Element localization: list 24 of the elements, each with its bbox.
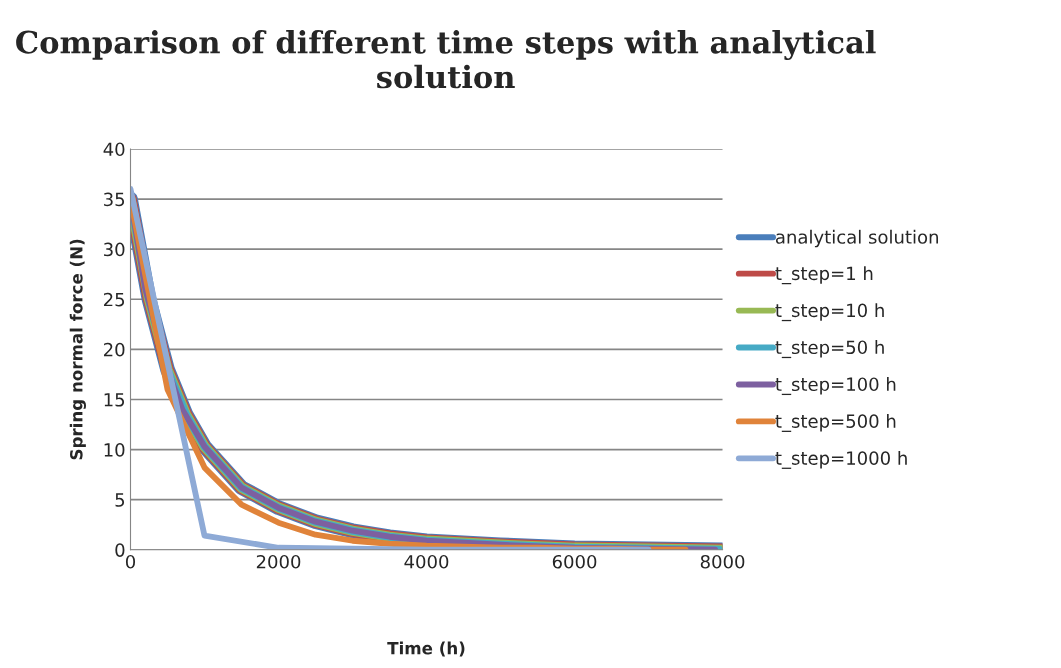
- y-tick-label: 15: [104, 393, 125, 407]
- legend-label: analytical solution: [775, 229, 938, 248]
- legend-label: t_step=1000 h: [775, 450, 907, 469]
- legend-label: t_step=50 h: [775, 340, 884, 359]
- y-tick-label: 5: [115, 493, 125, 507]
- legend-label: t_step=1 h: [775, 266, 873, 285]
- y-tick-label: 30: [104, 242, 125, 257]
- y-tick-label: 0: [115, 543, 125, 557]
- x-tick-label: 4000: [404, 554, 449, 569]
- x-axis-title: Time (h): [387, 641, 465, 657]
- y-tick-label: 20: [103, 342, 125, 357]
- y-tick-label: 35: [104, 192, 125, 207]
- y-axis-title: Spring normal force (N): [69, 239, 86, 460]
- x-tick-label: 8000: [700, 554, 745, 569]
- legend-label: t_step=100 h: [775, 377, 896, 396]
- legend-label: t_step=500 h: [775, 413, 896, 432]
- x-tick-label: 2000: [256, 554, 301, 569]
- x-tick-label: 0: [125, 554, 136, 569]
- y-tick-label: 40: [103, 142, 125, 157]
- legend-label: t_step=10 h: [775, 303, 884, 322]
- chart-title: Comparison of different time steps with analytical solution: [16, 30, 876, 89]
- x-tick-label: 6000: [552, 554, 597, 569]
- y-tick-label: 10: [104, 443, 125, 457]
- y-tick-label: 25: [103, 292, 125, 307]
